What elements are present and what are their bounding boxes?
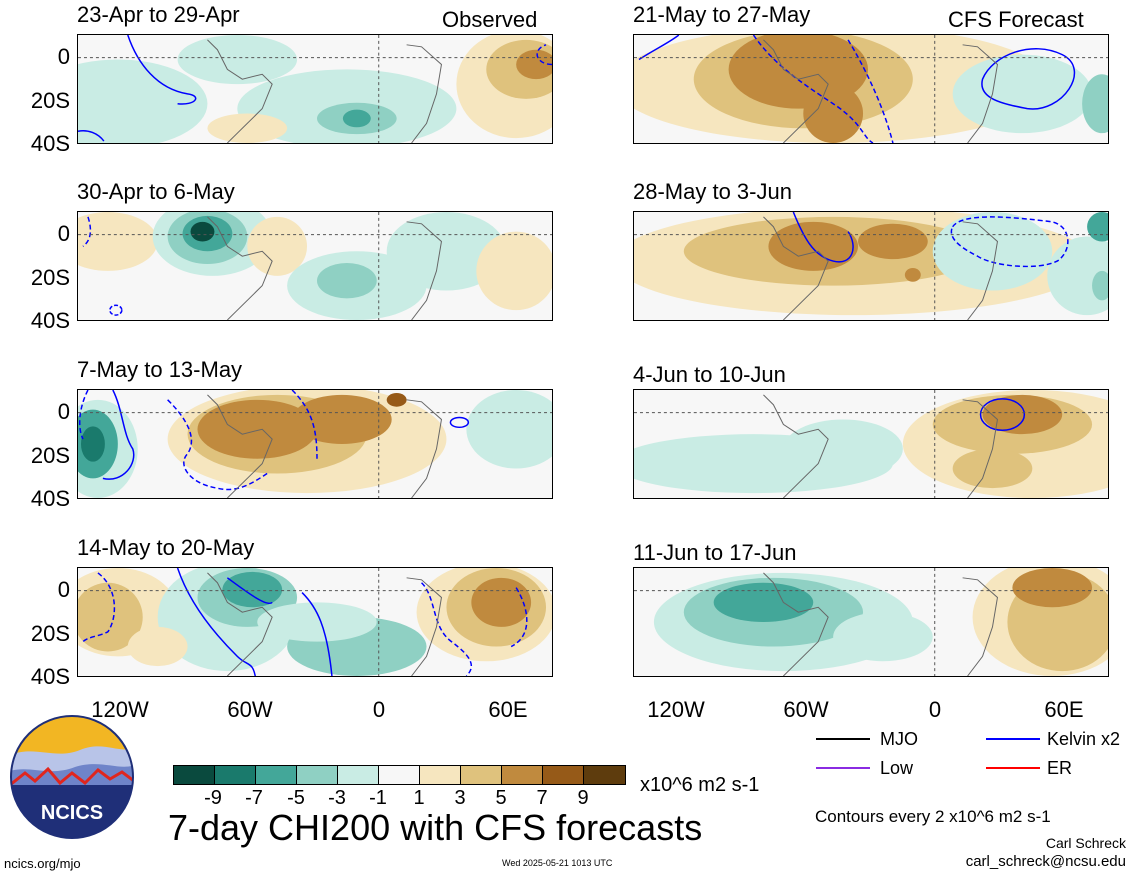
author-name: Carl Schreck [1045,835,1126,851]
y-tick-label: 20S [30,443,70,468]
colorbar-label: -1 [369,787,387,809]
panel-title: 21-May to 27-May [633,2,811,27]
y-tick-label: 0 [57,577,70,602]
panel-title: 7-May to 13-May [77,357,243,382]
colorbar-swatch [215,766,256,784]
map-panel-obs-1 [77,34,553,144]
author-email: carl_schreck@ncsu.edu [965,853,1126,870]
panel-title: 14-May to 20-May [77,535,255,560]
legend-label-kelvin: Kelvin x2 [1047,729,1121,749]
legend-label-mjo: MJO [880,729,918,749]
map-panel-obs-4 [77,567,553,677]
timestamp: Wed 2025-05-21 1013 UTC [502,858,613,868]
map-panel-fcst-3 [633,389,1109,499]
colorbar-label: 3 [454,787,466,809]
map-panel-obs-3 [77,389,553,499]
x-tick-label: 60E [488,697,528,722]
y-tick-label: 20S [30,265,70,290]
map-panel-obs-2 [77,211,553,321]
colorbar-swatch [461,766,502,784]
legend-label-er: ER [1047,758,1073,778]
colorbar-swatch [584,766,625,784]
legend-label-low: Low [880,758,914,778]
panel-title: 11-Jun to 17-Jun [633,540,797,565]
ncics-logo: NCICS [10,715,134,839]
y-tick-label: 20S [30,621,70,646]
colorbar-units: x10^6 m2 s-1 [640,774,760,796]
colorbar-swatch [297,766,338,784]
x-tick-label: 60W [783,697,829,722]
colorbar-swatch [174,766,215,784]
panel-title: 4-Jun to 10-Jun [633,362,786,387]
y-tick-label: 40S [30,664,70,689]
x-tick-label: 60W [227,697,273,722]
y-tick-label: 0 [57,399,70,424]
x-tick-label: 0 [372,697,386,722]
colorbar-swatch [420,766,461,784]
map-panel-fcst-1 [633,34,1109,144]
y-tick-label: 0 [57,44,70,69]
x-tick-label: 120W [91,697,149,722]
panel-title: 28-May to 3-Jun [633,179,792,204]
y-tick-label: 40S [30,308,70,333]
colorbar-swatch [502,766,543,784]
colorbar-label: 9 [577,787,589,809]
colorbar-swatch [256,766,297,784]
colorbar-label: -5 [287,787,305,809]
legend-line-low [816,767,870,769]
x-tick-label: 60E [1044,697,1084,722]
y-tick-label: 40S [30,486,70,511]
colorbar-swatch [379,766,420,784]
colorbar-swatch [338,766,379,784]
observed-label: Observed [442,7,538,32]
main-title: 7-day CHI200 with CFS forecasts [168,807,703,848]
legend-line-mjo [816,738,870,740]
colorbar-label: 1 [413,787,425,809]
colorbar-label: 7 [536,787,548,809]
map-panel-fcst-4 [633,567,1109,677]
colorbar [173,765,626,785]
x-tick-label: 0 [928,697,942,722]
logo-text: NCICS [41,802,103,824]
colorbar-swatch [543,766,584,784]
cfs-forecast-label: CFS Forecast [948,7,1084,32]
website-link[interactable]: ncics.org/mjo [4,856,81,871]
colorbar-label: 5 [495,787,507,809]
map-panel-fcst-2 [633,211,1109,321]
legend-line-er [986,767,1040,769]
x-tick-label: 120W [647,697,705,722]
panel-title: 30-Apr to 6-May [77,179,235,204]
y-tick-label: 0 [57,221,70,246]
contour-note: Contours every 2 x10^6 m2 s-1 [815,807,1051,826]
panel-title: 23-Apr to 29-Apr [77,2,240,27]
colorbar-label: -3 [328,787,346,809]
y-tick-label: 40S [30,131,70,156]
colorbar-label: -9 [204,787,222,809]
colorbar-label: -7 [245,787,263,809]
y-tick-label: 20S [30,88,70,113]
legend-line-kelvin [986,738,1040,740]
